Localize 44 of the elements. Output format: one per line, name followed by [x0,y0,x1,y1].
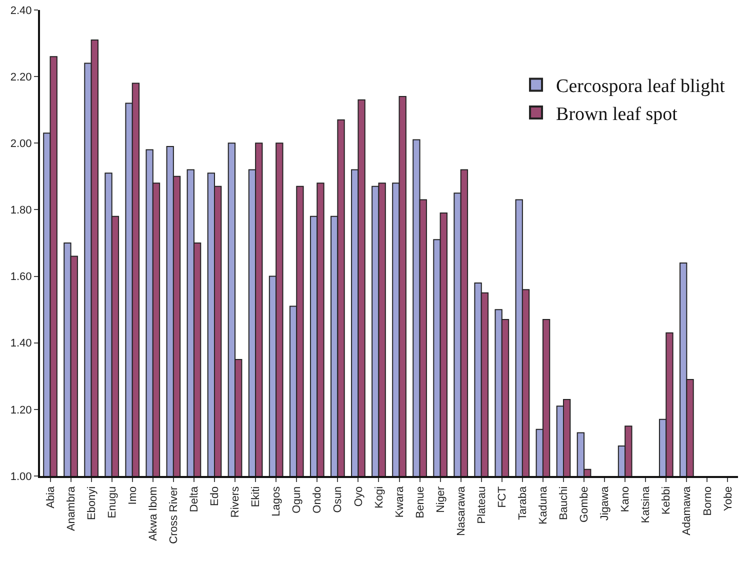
x-tick-label: Cross River [168,486,180,544]
y-tick-label: 1.00 [10,470,32,483]
x-tick-label: Kaduna [538,486,550,524]
x-tick-label: Oyo [352,486,365,507]
x-tick-label: Enugu [106,486,118,518]
x-tick-label: Anambra [65,486,78,532]
x-tick-label: Kogi [373,486,386,508]
x-tick-label: Rivers [230,486,242,518]
y-tick-label: 1.20 [10,404,32,416]
y-tick-label: 1.60 [10,271,32,284]
x-tick-label: Imo [126,486,139,505]
y-tick-label: 2.20 [10,71,32,84]
x-tick-label: Lagos [270,486,283,516]
x-tick-label: Kano [620,486,632,512]
x-tick-label: Borno [702,486,714,516]
x-tick-label: Bauchi [558,486,570,520]
x-tick-label: Gombe [578,486,591,522]
x-tick-label: Niger [434,486,447,513]
x-tick-label: Adamawa [681,486,694,536]
y-tick-label: 1.80 [10,204,32,217]
x-tick-label: Abia [44,486,57,508]
x-tick-label: Kebbi [660,486,673,515]
x-tick-label: Delta [188,486,201,512]
x-tick-label: Katsina [640,486,652,524]
x-tick-label: Nasarawa [455,486,468,536]
y-tick-label: 1.40 [10,338,32,350]
x-tick-label: Ebonyi [86,486,98,520]
x-tick-label: Plateau [476,486,488,524]
x-tick-label: Osun [332,486,344,513]
x-tick-label: Ogun [291,486,304,514]
y-tick-label: 2.00 [10,138,32,150]
x-tick-label: Edo [209,486,222,506]
legend-label: Cercospora leaf blight [556,76,726,98]
legend-label: Brown leaf spot [556,104,678,125]
x-tick-label: Benue [414,486,426,518]
x-tick-label: FCT [496,486,508,508]
x-tick-label: Jigawa [599,486,612,521]
x-tick-label: Akwa Ibom [147,486,160,541]
x-tick-label: Taraba [517,486,530,520]
x-tick-label: Kwara [394,486,406,518]
y-tick-label: 2.40 [10,4,32,17]
x-tick-label: Ekiti [250,486,262,508]
x-tick-label: Ondo [312,486,324,514]
x-tick-label: Yobe [722,486,734,512]
